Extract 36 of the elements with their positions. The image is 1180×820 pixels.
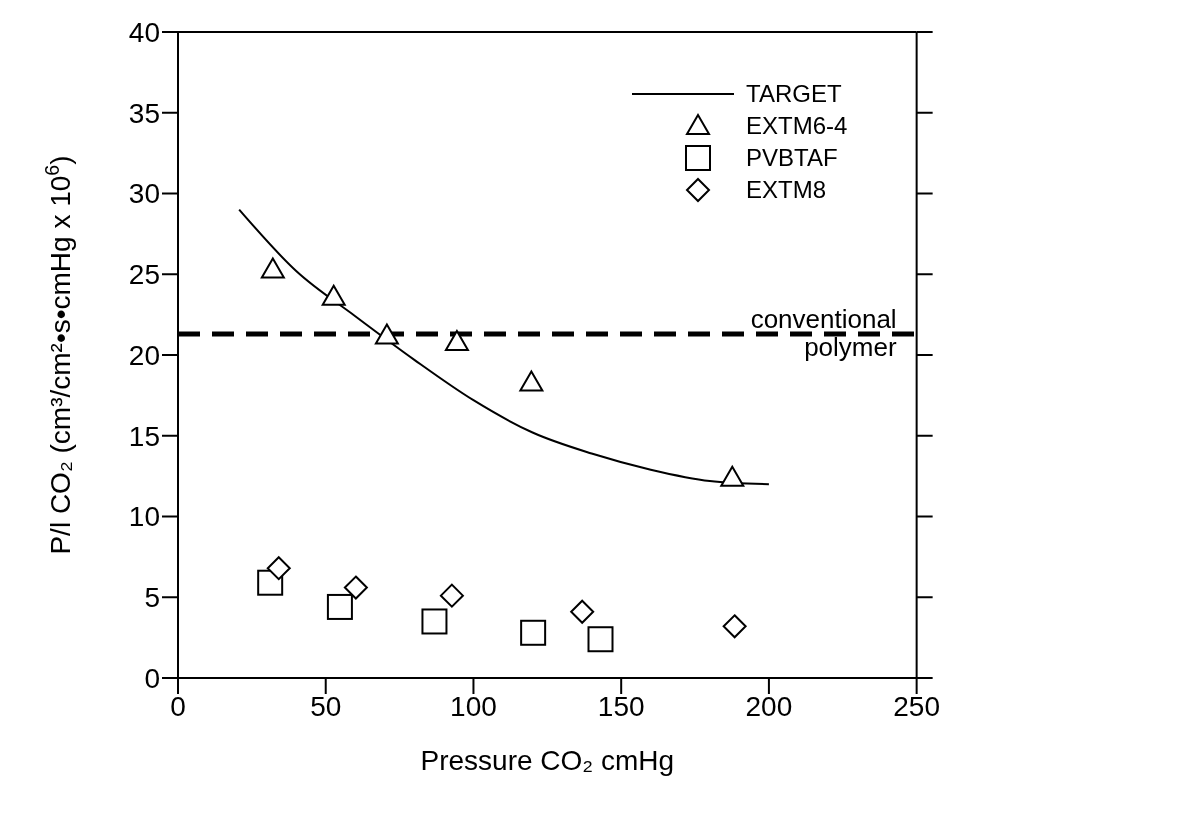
y-tick-label: 35 [128, 97, 160, 129]
y-tick-label: 5 [144, 582, 160, 614]
y-tick-label: 0 [144, 662, 160, 694]
y-tick-label: 15 [128, 420, 160, 452]
point [570, 599, 595, 624]
point [266, 556, 291, 581]
ref-line-label: conventional polymer [750, 304, 897, 363]
point [374, 323, 399, 345]
x-tick-label: 200 [745, 690, 793, 722]
point [519, 370, 544, 392]
legend-label: EXTM6-4 [746, 111, 848, 141]
point [720, 465, 745, 487]
point [722, 614, 747, 639]
x-tick-label: 250 [893, 690, 940, 722]
point [321, 284, 346, 306]
legend-label: EXTM8 [746, 175, 827, 205]
point [439, 583, 464, 608]
y-tick-label: 20 [128, 339, 160, 371]
x-tick-label: 100 [450, 690, 497, 722]
x-axis-title: Pressure CO₂ cmHg [420, 745, 675, 776]
point [444, 330, 469, 352]
legend-label: TARGET [746, 79, 842, 109]
point [343, 575, 368, 600]
y-tick-label: 40 [128, 16, 160, 48]
y-tick-label: 10 [128, 501, 160, 533]
x-tick-label: 0 [170, 690, 186, 722]
point [587, 626, 614, 653]
y-tick-label: 30 [128, 178, 160, 210]
point [260, 257, 285, 279]
legend-label: PVBTAF [746, 143, 838, 173]
x-tick-label: 50 [310, 690, 342, 722]
x-tick-label: 150 [597, 690, 645, 722]
y-tick-label: 25 [128, 259, 160, 291]
point [326, 593, 353, 620]
point [421, 608, 448, 635]
point [520, 619, 547, 646]
